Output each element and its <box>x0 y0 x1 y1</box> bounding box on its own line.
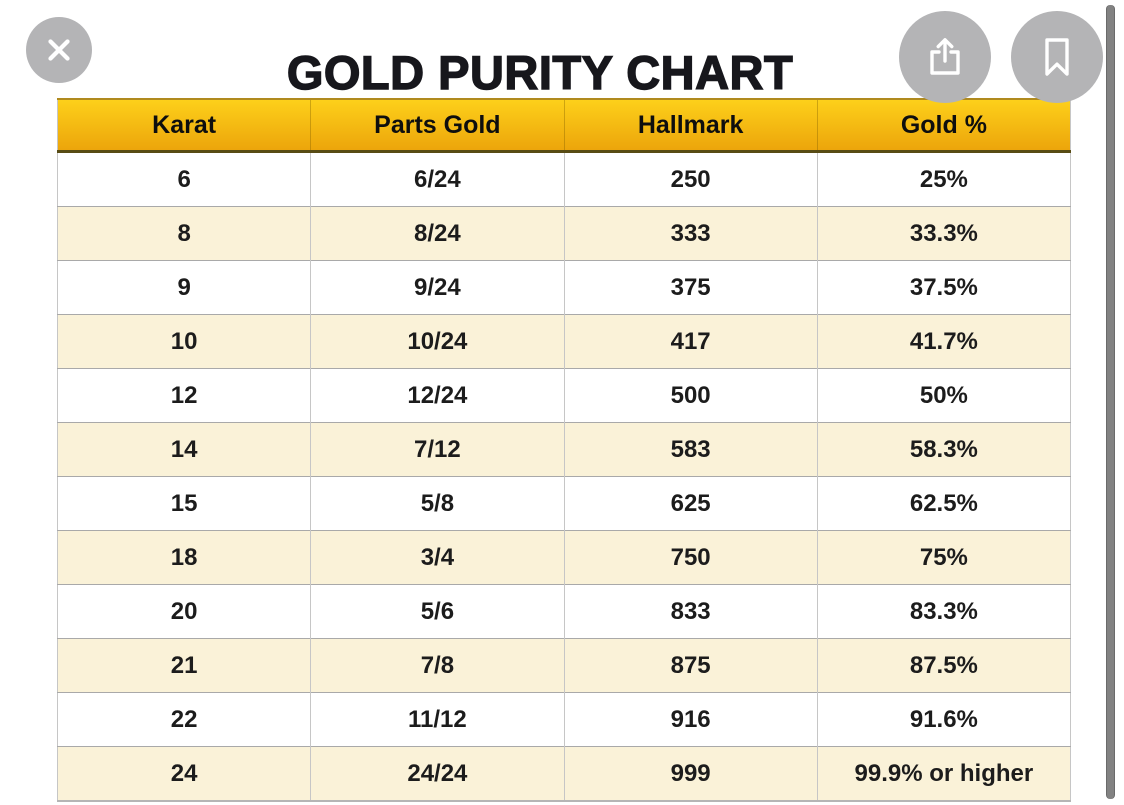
table-row: 9 9/24 375 37.5% <box>57 260 1071 315</box>
bookmark-icon <box>1033 33 1081 81</box>
table-cell: 583 <box>564 422 818 477</box>
table-cell: 24 <box>57 746 312 801</box>
table-cell: 999 <box>564 746 818 801</box>
table-row: 22 11/12 916 91.6% <box>57 692 1071 747</box>
table-cell: 62.5% <box>817 476 1071 531</box>
table-cell: 41.7% <box>817 314 1071 369</box>
table-row: 10 10/24 417 41.7% <box>57 314 1071 369</box>
table-cell: 20 <box>57 584 312 639</box>
table-cell: 833 <box>564 584 818 639</box>
table-cell: 22 <box>57 692 312 747</box>
table-header-row: Karat Parts Gold Hallmark Gold % <box>57 98 1071 153</box>
table-cell: 8/24 <box>310 206 565 261</box>
table-cell: 10 <box>57 314 312 369</box>
share-button[interactable] <box>899 11 991 103</box>
table-cell: 375 <box>564 260 818 315</box>
table-cell: 875 <box>564 638 818 693</box>
table-row: 18 3/4 750 75% <box>57 530 1071 585</box>
table-row: 8 8/24 333 33.3% <box>57 206 1071 261</box>
gold-purity-table: Karat Parts Gold Hallmark Gold % 6 6/24 25… <box>57 98 1071 802</box>
table-row: 15 5/8 625 62.5% <box>57 476 1071 531</box>
table-cell: 11/12 <box>310 692 565 747</box>
table-cell: 87.5% <box>817 638 1071 693</box>
table-cell: 83.3% <box>817 584 1071 639</box>
table-cell: 6 <box>57 151 312 207</box>
table-cell: 99.9% or higher <box>817 746 1071 801</box>
table-cell: 8 <box>57 206 312 261</box>
table-cell: 7/12 <box>310 422 565 477</box>
table-cell: 15 <box>57 476 312 531</box>
table-cell: 5/8 <box>310 476 565 531</box>
table-cell: 12 <box>57 368 312 423</box>
table-cell: 9 <box>57 260 312 315</box>
table-cell: 3/4 <box>310 530 565 585</box>
table-cell: 9/24 <box>310 260 565 315</box>
column-header-parts-gold: Parts Gold <box>310 98 565 153</box>
share-icon <box>921 33 969 81</box>
column-header-hallmark: Hallmark <box>564 98 818 153</box>
table-cell: 37.5% <box>817 260 1071 315</box>
table-cell: 916 <box>564 692 818 747</box>
table-row: 6 6/24 250 25% <box>57 151 1071 207</box>
table-cell: 250 <box>564 151 818 207</box>
table-cell: 625 <box>564 476 818 531</box>
table-cell: 58.3% <box>817 422 1071 477</box>
table-cell: 33.3% <box>817 206 1071 261</box>
column-header-gold-pct: Gold % <box>817 98 1071 153</box>
table-cell: 24/24 <box>310 746 565 801</box>
close-icon <box>42 33 76 67</box>
bookmark-button[interactable] <box>1011 11 1103 103</box>
column-header-karat: Karat <box>57 98 312 153</box>
table-cell: 750 <box>564 530 818 585</box>
table-row: 21 7/8 875 87.5% <box>57 638 1071 693</box>
table-cell: 14 <box>57 422 312 477</box>
table-cell: 333 <box>564 206 818 261</box>
table-cell: 12/24 <box>310 368 565 423</box>
table-cell: 500 <box>564 368 818 423</box>
page-title: GOLD PURITY CHART <box>286 46 794 100</box>
table-cell: 10/24 <box>310 314 565 369</box>
table-row: 12 12/24 500 50% <box>57 368 1071 423</box>
table-cell: 7/8 <box>310 638 565 693</box>
table-cell: 5/6 <box>310 584 565 639</box>
table-row: 24 24/24 999 99.9% or higher <box>57 746 1071 801</box>
vertical-scrollbar[interactable] <box>1106 5 1115 799</box>
table-cell: 25% <box>817 151 1071 207</box>
table-cell: 21 <box>57 638 312 693</box>
close-button[interactable] <box>26 17 92 83</box>
table-cell: 6/24 <box>310 151 565 207</box>
table-cell: 91.6% <box>817 692 1071 747</box>
table-cell: 75% <box>817 530 1071 585</box>
table-body: 6 6/24 250 25% 8 8/24 333 33.3% 9 9/24 375 37.5% 10 1… <box>57 151 1071 801</box>
table-row: 20 5/6 833 83.3% <box>57 584 1071 639</box>
table-cell: 50% <box>817 368 1071 423</box>
table-row: 14 7/12 583 58.3% <box>57 422 1071 477</box>
table-cell: 417 <box>564 314 818 369</box>
table-cell: 18 <box>57 530 312 585</box>
